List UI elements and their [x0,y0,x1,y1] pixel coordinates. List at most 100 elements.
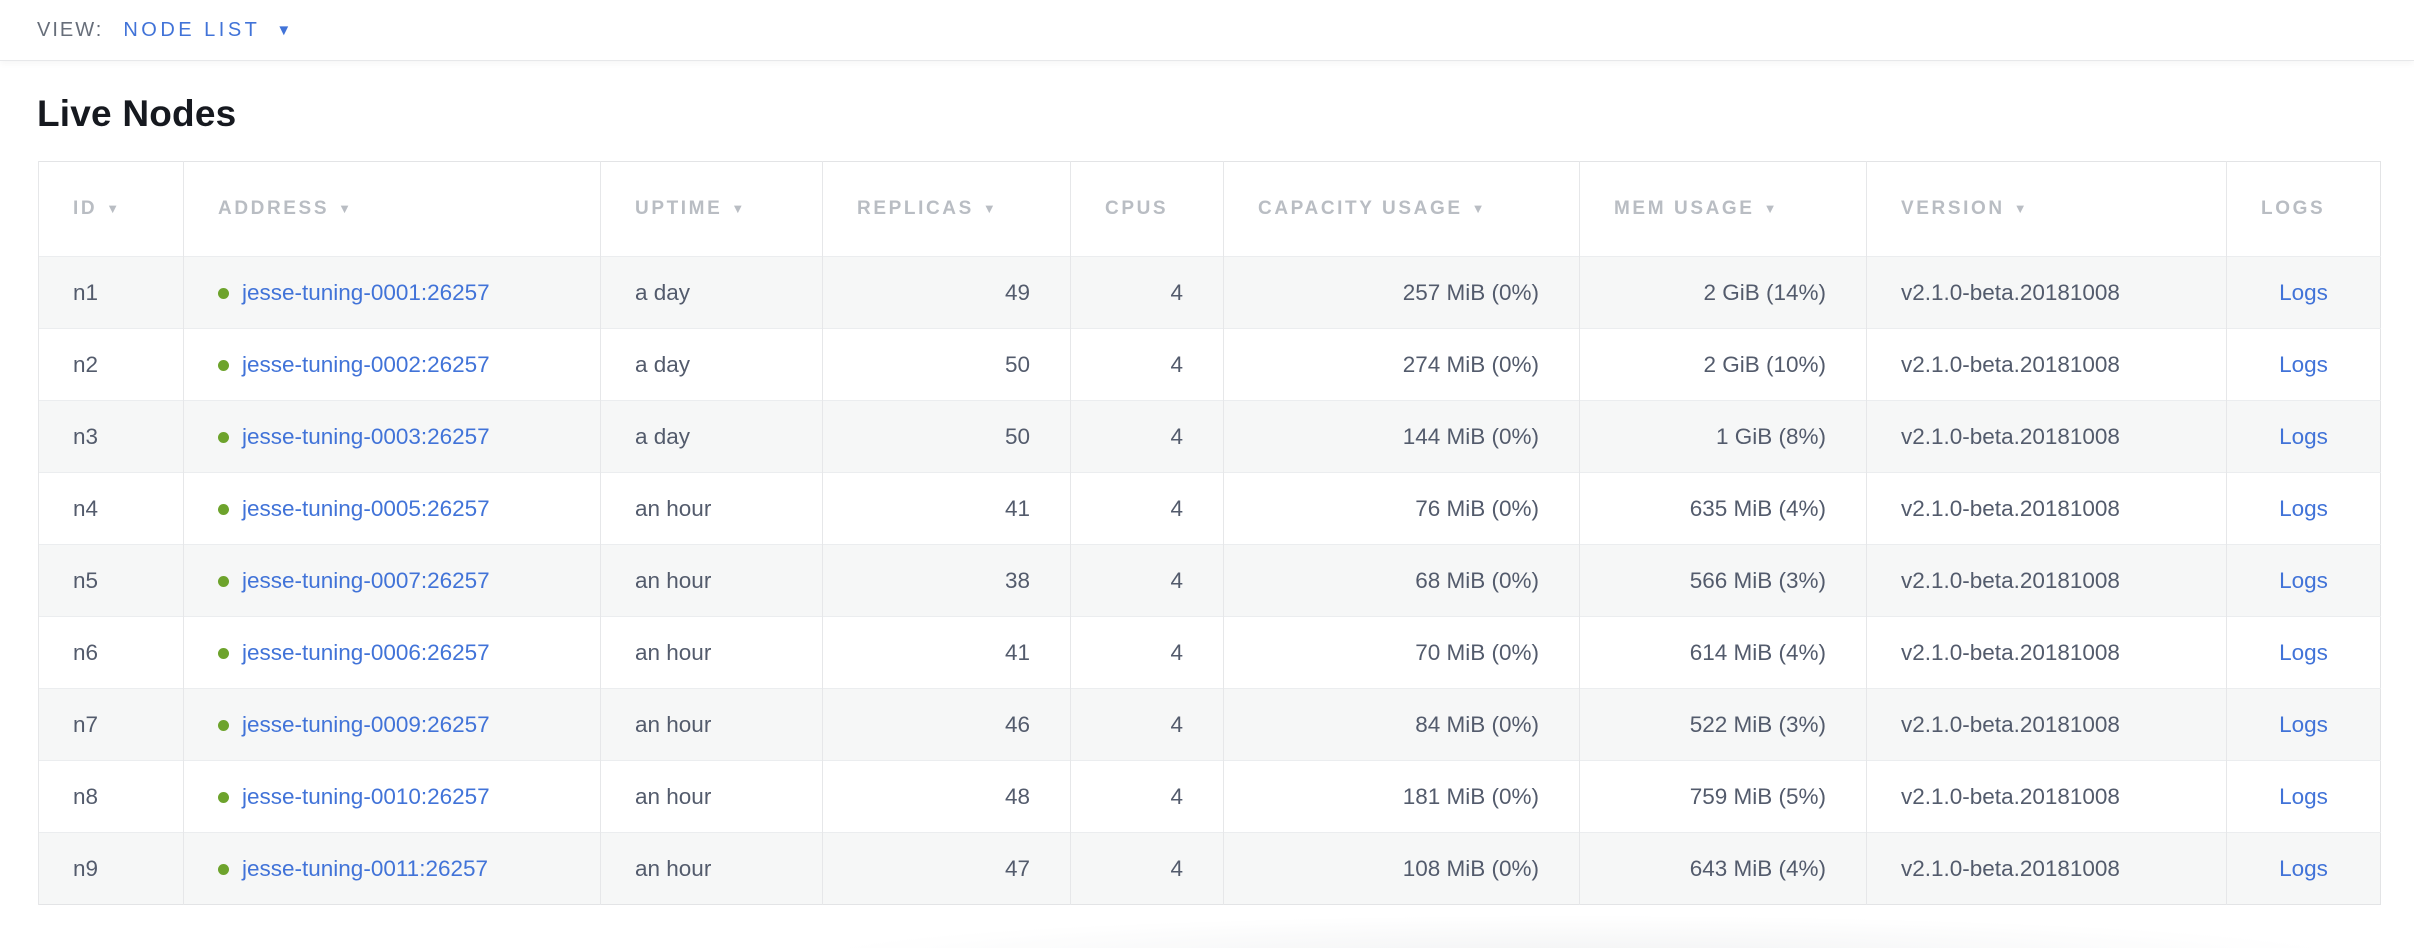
node-list-dropdown-value[interactable]: NODE LIST [123,18,261,41]
node-cpus: 4 [1170,783,1183,809]
column-header-cpus: CPUS [1070,161,1224,257]
node-cpus-cell: 4 [1070,472,1224,545]
node-live-status-dot-icon [218,791,229,803]
sort-arrow-icon[interactable]: ▼ [1763,201,1780,216]
node-capacity-usage-cell: 257 MiB (0%) [1223,256,1580,329]
node-logs-cell: Logs [2226,400,2381,473]
logs-link[interactable]: Logs [2279,423,2328,449]
node-address-link[interactable]: jesse-tuning-0001:26257 [242,279,490,305]
column-header-mem[interactable]: MEM USAGE ▼ [1579,161,1867,257]
logs-link[interactable]: Logs [2279,711,2328,737]
node-id-cell: n6 [38,616,184,689]
logs-link[interactable]: Logs [2279,351,2328,377]
logs-link[interactable]: Logs [2279,567,2328,593]
node-uptime: an hour [635,783,712,809]
node-capacity-usage-cell: 181 MiB (0%) [1223,760,1580,833]
node-mem-usage-cell: 643 MiB (4%) [1579,832,1867,905]
node-address-cell: jesse-tuning-0002:26257 [183,328,601,401]
node-uptime: an hour [635,855,712,881]
node-mem-usage: 2 GiB (10%) [1703,351,1826,377]
table-header: ID ▼ ADDRESS ▼ UPTIME ▼ REPLICAS ▼ CPUS CAPACITY … [38,161,2381,257]
node-logs-cell: Logs [2226,760,2381,833]
node-replicas-cell: 48 [822,760,1071,833]
column-header-uptime[interactable]: UPTIME ▼ [600,161,823,257]
node-live-status-dot-icon [218,575,229,587]
node-address-link[interactable]: jesse-tuning-0011:26257 [242,855,489,881]
logs-link[interactable]: Logs [2279,639,2328,665]
node-replicas: 47 [1004,855,1030,881]
column-header-label: VERSION [1901,198,2005,219]
table-row: n3 jesse-tuning-0003:26257 a day 50 4 144 MiB… [38,400,2381,473]
live-nodes-table-container: ID ▼ ADDRESS ▼ UPTIME ▼ REPLICAS ▼ CPUS CAPACITY … [38,161,2414,905]
node-cpus: 4 [1170,423,1183,449]
logs-link[interactable]: Logs [2279,855,2328,881]
node-address-link[interactable]: jesse-tuning-0003:26257 [242,423,490,449]
node-live-status-dot-icon [218,503,229,515]
node-capacity-usage-cell: 274 MiB (0%) [1223,328,1580,401]
dropdown-caret-icon[interactable]: ▼ [276,21,292,39]
node-replicas-cell: 41 [822,472,1071,545]
node-version-cell: v2.1.0-beta.20181008 [1866,328,2227,401]
node-logs-cell: Logs [2226,328,2381,401]
sort-arrow-icon[interactable]: ▼ [1471,201,1488,216]
node-cpus: 4 [1170,495,1183,521]
column-header-capacity[interactable]: CAPACITY USAGE ▼ [1223,161,1580,257]
node-logs-cell: Logs [2226,256,2381,329]
node-mem-usage: 1 GiB (8%) [1715,423,1826,449]
node-id-cell: n8 [38,760,184,833]
table-row: n7 jesse-tuning-0009:26257 an hour 46 4 84 Mi… [38,688,2381,761]
column-header-address[interactable]: ADDRESS ▼ [183,161,601,257]
node-address-cell: jesse-tuning-0011:26257 [183,832,601,905]
sort-arrow-icon[interactable]: ▼ [731,201,747,216]
node-version: v2.1.0-beta.20181008 [1901,639,2120,665]
sort-arrow-icon[interactable]: ▼ [106,201,122,216]
node-address-link[interactable]: jesse-tuning-0007:26257 [242,567,490,593]
node-replicas: 48 [1004,783,1030,809]
logs-link[interactable]: Logs [2279,279,2328,305]
node-version-cell: v2.1.0-beta.20181008 [1866,256,2227,329]
node-logs-cell: Logs [2226,616,2381,689]
live-nodes-table: ID ▼ ADDRESS ▼ UPTIME ▼ REPLICAS ▼ CPUS CAPACITY … [38,161,2381,905]
column-header-id[interactable]: ID ▼ [38,161,184,257]
column-header-replicas[interactable]: REPLICAS ▼ [822,161,1071,257]
node-uptime: a day [635,279,691,305]
node-capacity-usage: 76 MiB (0%) [1415,495,1539,521]
column-header-label: CPUS [1105,198,1169,219]
node-capacity-usage: 144 MiB (0%) [1402,423,1539,449]
node-address-link[interactable]: jesse-tuning-0009:26257 [242,711,490,737]
node-id-cell: n4 [38,472,184,545]
node-mem-usage: 522 MiB (3%) [1689,711,1826,737]
node-address-link[interactable]: jesse-tuning-0005:26257 [242,495,490,521]
node-id: n2 [73,351,99,377]
node-address-link[interactable]: jesse-tuning-0006:26257 [242,639,490,665]
node-cpus: 4 [1170,279,1183,305]
node-address-cell: jesse-tuning-0006:26257 [183,616,601,689]
node-uptime-cell: an hour [600,832,823,905]
node-uptime: an hour [635,639,712,665]
node-list-dropdown[interactable]: NODE LIST ▼ [123,19,291,42]
column-header-label: REPLICAS [857,198,974,219]
node-address-cell: jesse-tuning-0005:26257 [183,472,601,545]
logs-link[interactable]: Logs [2279,783,2328,809]
node-address-link[interactable]: jesse-tuning-0002:26257 [242,351,490,377]
sort-arrow-icon[interactable]: ▼ [338,201,354,216]
node-uptime-cell: an hour [600,616,823,689]
logs-link[interactable]: Logs [2279,495,2328,521]
sort-arrow-icon[interactable]: ▼ [982,201,999,216]
node-address-link[interactable]: jesse-tuning-0010:26257 [242,783,490,809]
node-version: v2.1.0-beta.20181008 [1901,351,2120,377]
node-uptime-cell: an hour [600,760,823,833]
node-id: n3 [73,423,99,449]
node-replicas: 46 [1004,711,1030,737]
node-capacity-usage: 257 MiB (0%) [1402,279,1539,305]
column-header-version[interactable]: VERSION ▼ [1866,161,2227,257]
node-replicas: 41 [1004,639,1030,665]
node-cpus-cell: 4 [1070,760,1224,833]
node-mem-usage: 566 MiB (3%) [1689,567,1826,593]
node-capacity-usage-cell: 108 MiB (0%) [1223,832,1580,905]
node-mem-usage-cell: 566 MiB (3%) [1579,544,1867,617]
node-id-cell: n3 [38,400,184,473]
node-id-cell: n2 [38,328,184,401]
page-title: Live Nodes [37,93,237,134]
sort-arrow-icon[interactable]: ▼ [2013,201,2030,216]
